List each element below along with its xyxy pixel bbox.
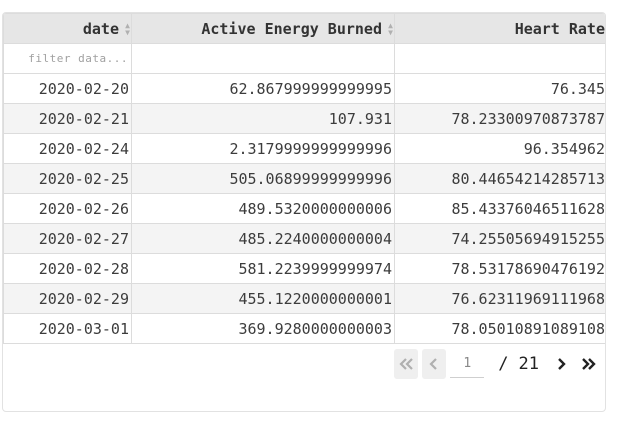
- table-row: 2020-02-27 485.2240000000004 74.2550569491…: [3, 223, 605, 254]
- column-header-heart-rate[interactable]: Heart Rate: [394, 13, 605, 44]
- filter-row: [3, 43, 605, 74]
- cell-date: 2020-02-21: [3, 103, 132, 134]
- chevron-left-icon: [429, 358, 438, 370]
- column-header-label: Heart Rate: [514, 19, 605, 38]
- table-row: 2020-02-24 2.3179999999999996 96.354962: [3, 133, 605, 164]
- cell-active-energy: 369.9280000000003: [131, 313, 395, 344]
- cell-heart-rate: 74.25505694915255: [394, 223, 605, 254]
- cell-heart-rate: 85.43376046511628: [394, 193, 605, 224]
- cell-date: 2020-02-20: [3, 73, 132, 104]
- table-row: 2020-02-21 107.931 78.23300970873787: [3, 103, 605, 134]
- cell-date: 2020-02-28: [3, 253, 132, 284]
- cell-active-energy: 2.3179999999999996: [131, 133, 395, 164]
- cell-active-energy: 485.2240000000004: [131, 223, 395, 254]
- filter-input-date[interactable]: [4, 47, 128, 70]
- filter-cell-heart-rate[interactable]: [394, 43, 605, 74]
- first-page-button[interactable]: [394, 349, 419, 379]
- double-chevron-right-icon: [582, 358, 596, 370]
- cell-date: 2020-02-26: [3, 193, 132, 224]
- cell-date: 2020-02-25: [3, 163, 132, 194]
- column-header-active-energy[interactable]: Active Energy Burned ▲ ▼: [131, 13, 395, 44]
- cell-date: 2020-03-01: [3, 313, 132, 344]
- data-table-card: date ▲ ▼ Active Energy Burned ▲ ▼ Heart Ra…: [2, 12, 606, 412]
- cell-heart-rate: 76.62311969111968: [394, 283, 605, 314]
- table-row: 2020-02-29 455.1220000000001 76.6231196911…: [3, 283, 605, 314]
- table-row: 2020-03-01 369.9280000000003 78.0501089108…: [3, 313, 605, 344]
- header-row: date ▲ ▼ Active Energy Burned ▲ ▼ Heart Ra…: [3, 13, 605, 44]
- page-separator: /: [498, 354, 509, 374]
- cell-date: 2020-02-24: [3, 133, 132, 164]
- table-row: 2020-02-26 489.5320000000006 85.4337604651…: [3, 193, 605, 224]
- data-table: date ▲ ▼ Active Energy Burned ▲ ▼ Heart Ra…: [3, 13, 605, 344]
- sort-icon[interactable]: ▲ ▼: [388, 21, 393, 37]
- column-header-label: date: [82, 19, 119, 38]
- prev-page-button[interactable]: [422, 349, 447, 379]
- current-page-input[interactable]: [450, 350, 485, 378]
- cell-heart-rate: 96.354962: [394, 133, 605, 164]
- filter-cell-date: [3, 43, 132, 74]
- cell-active-energy: 581.2239999999974: [131, 253, 395, 284]
- cell-date: 2020-02-29: [3, 283, 132, 314]
- sort-icon[interactable]: ▲ ▼: [125, 21, 130, 37]
- table-row: 2020-02-28 581.2239999999974 78.5317869047…: [3, 253, 605, 284]
- cell-active-energy: 489.5320000000006: [131, 193, 395, 224]
- cell-active-energy: 62.867999999999995: [131, 73, 395, 104]
- filter-cell-active-energy[interactable]: [131, 43, 395, 74]
- total-pages: 21: [518, 354, 539, 374]
- chevron-right-icon: [558, 358, 566, 370]
- double-chevron-left-icon: [399, 358, 414, 370]
- cell-date: 2020-02-27: [3, 223, 132, 254]
- cell-active-energy: 455.1220000000001: [131, 283, 395, 314]
- cell-active-energy: 107.931: [131, 103, 395, 134]
- cell-active-energy: 505.06899999999996: [131, 163, 395, 194]
- next-page-button[interactable]: [549, 349, 573, 379]
- cell-heart-rate: 78.05010891089108: [394, 313, 605, 344]
- cell-heart-rate: 80.44654214285713: [394, 163, 605, 194]
- last-page-button[interactable]: [577, 349, 601, 379]
- cell-heart-rate: 78.23300970873787: [394, 103, 605, 134]
- table-row: 2020-02-25 505.06899999999996 80.446542142…: [3, 163, 605, 194]
- table-row: 2020-02-20 62.867999999999995 76.345: [3, 73, 605, 104]
- cell-heart-rate: 76.345: [394, 73, 605, 104]
- pagination: / 21: [390, 349, 601, 379]
- column-header-label: Active Energy Burned: [201, 19, 382, 38]
- column-header-date[interactable]: date ▲ ▼: [3, 13, 132, 44]
- cell-heart-rate: 78.53178690476192: [394, 253, 605, 284]
